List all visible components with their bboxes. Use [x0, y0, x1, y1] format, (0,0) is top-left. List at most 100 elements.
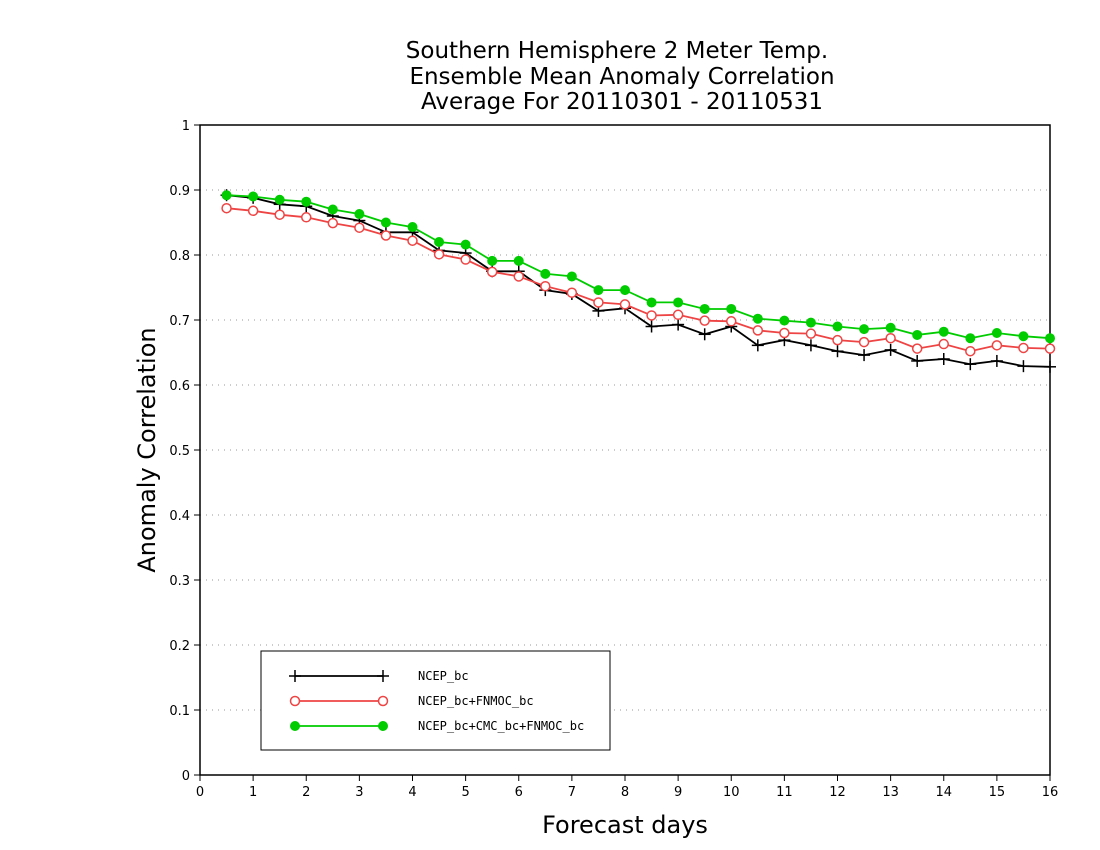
data-point — [752, 313, 763, 324]
data-point — [990, 354, 1003, 367]
data-point — [726, 303, 737, 314]
y-tick-label: 0.4 — [169, 509, 190, 524]
data-point — [991, 340, 1003, 351]
data-point — [274, 194, 285, 205]
data-point — [964, 358, 977, 371]
data-point — [513, 255, 524, 266]
chart-title-line-1: Southern Hemisphere 2 Meter Temp. — [406, 38, 828, 64]
y-tick-label: 0.7 — [169, 314, 190, 329]
legend-marker — [377, 695, 389, 707]
data-point — [672, 318, 685, 331]
x-tick-label: 10 — [723, 785, 740, 800]
data-point — [938, 326, 949, 337]
x-axis-label: Forecast days — [542, 811, 708, 839]
data-point — [540, 268, 551, 279]
data-point — [859, 324, 870, 335]
legend-marker — [377, 670, 389, 682]
legend-entry: NCEP_bc+FNMOC_bc — [289, 694, 534, 708]
series-line — [226, 194, 1051, 368]
data-point — [327, 217, 339, 229]
data-point — [937, 353, 950, 365]
data-point — [487, 255, 498, 266]
series-3 — [221, 190, 1055, 344]
legend-marker — [378, 721, 388, 731]
data-point — [566, 271, 577, 282]
chart-title-line-3: Average For 20110301 - 20110531 — [421, 89, 823, 115]
data-point — [912, 329, 923, 340]
data-point — [699, 315, 710, 326]
x-tick-label: 14 — [935, 785, 952, 800]
data-point — [751, 339, 764, 352]
data-point — [301, 196, 312, 207]
data-point — [646, 310, 657, 321]
series-layer — [220, 189, 1056, 373]
legend-marker — [289, 670, 301, 682]
data-point — [1018, 342, 1029, 354]
data-point — [805, 328, 817, 339]
data-point — [1017, 360, 1030, 373]
data-point — [885, 322, 896, 333]
data-point — [752, 325, 764, 336]
data-point — [433, 249, 445, 260]
legend-marker — [290, 721, 300, 731]
legend-entry: NCEP_bc+CMC_bc+FNMOC_bc — [290, 719, 584, 733]
data-point — [221, 190, 232, 201]
data-point — [991, 328, 1002, 338]
data-point — [620, 285, 630, 296]
data-point — [1018, 331, 1029, 342]
y-tick-label: 0 — [182, 769, 190, 784]
data-point — [434, 237, 445, 247]
legend: NCEP_bc NCEP_bc+FNMOC_bc NCEP_bc+CMC_bc+FN… — [260, 650, 611, 751]
data-point — [698, 328, 711, 341]
y-tick-label: 0.6 — [169, 379, 190, 394]
data-point — [248, 191, 259, 202]
x-tick-label: 8 — [621, 785, 629, 800]
x-tick-label: 16 — [1042, 785, 1059, 800]
data-point — [673, 297, 684, 308]
x-tick-label: 1 — [249, 785, 257, 800]
data-point — [247, 205, 259, 217]
legend-marker — [289, 695, 301, 707]
chart-title-line-2: Ensemble Mean Anomaly Correlation — [409, 64, 834, 90]
data-point — [460, 239, 471, 250]
y-tick-label: 0.3 — [169, 574, 190, 589]
data-point — [884, 343, 897, 356]
x-tick-label: 9 — [674, 785, 682, 800]
x-tick-label: 13 — [882, 785, 899, 800]
data-point — [965, 345, 976, 357]
plot-frame — [199, 124, 1051, 776]
y-tick-label: 0.9 — [169, 184, 190, 199]
data-point — [646, 297, 657, 308]
x-tick-label: 2 — [302, 785, 310, 800]
data-point — [1045, 333, 1055, 344]
grid-lines — [200, 189, 1050, 711]
data-point — [645, 320, 658, 333]
data-point — [832, 334, 843, 346]
data-point — [804, 339, 817, 352]
chart-title: Southern Hemisphere 2 Meter Temp. Ensemb… — [406, 38, 835, 115]
data-point — [699, 303, 710, 314]
y-tick-label: 0.2 — [169, 639, 190, 654]
x-tick-label: 15 — [989, 785, 1006, 800]
series-line — [226, 207, 1051, 353]
data-point — [619, 299, 631, 310]
data-point — [672, 309, 684, 321]
data-point — [380, 230, 392, 241]
x-tick-label: 7 — [568, 785, 576, 800]
data-point — [540, 280, 551, 292]
x-tick-label: 11 — [776, 785, 793, 800]
y-axis-label: Anomaly Correlation — [133, 327, 161, 572]
data-point — [726, 316, 737, 327]
series-1 — [220, 189, 1056, 373]
x-tick-label: 3 — [355, 785, 363, 800]
data-point — [486, 266, 498, 278]
axis-ticks: 00.10.20.30.40.50.60.70.80.910 1 2 3 4 5 6 7 8 9 1… — [169, 119, 1058, 800]
data-point — [858, 336, 870, 348]
y-tick-label: 0.8 — [169, 249, 190, 264]
legend-entry: NCEP_bc — [289, 669, 469, 683]
data-point — [593, 297, 604, 308]
data-point — [593, 285, 604, 296]
data-point — [407, 235, 418, 246]
data-point — [301, 212, 312, 223]
data-point — [779, 315, 790, 326]
